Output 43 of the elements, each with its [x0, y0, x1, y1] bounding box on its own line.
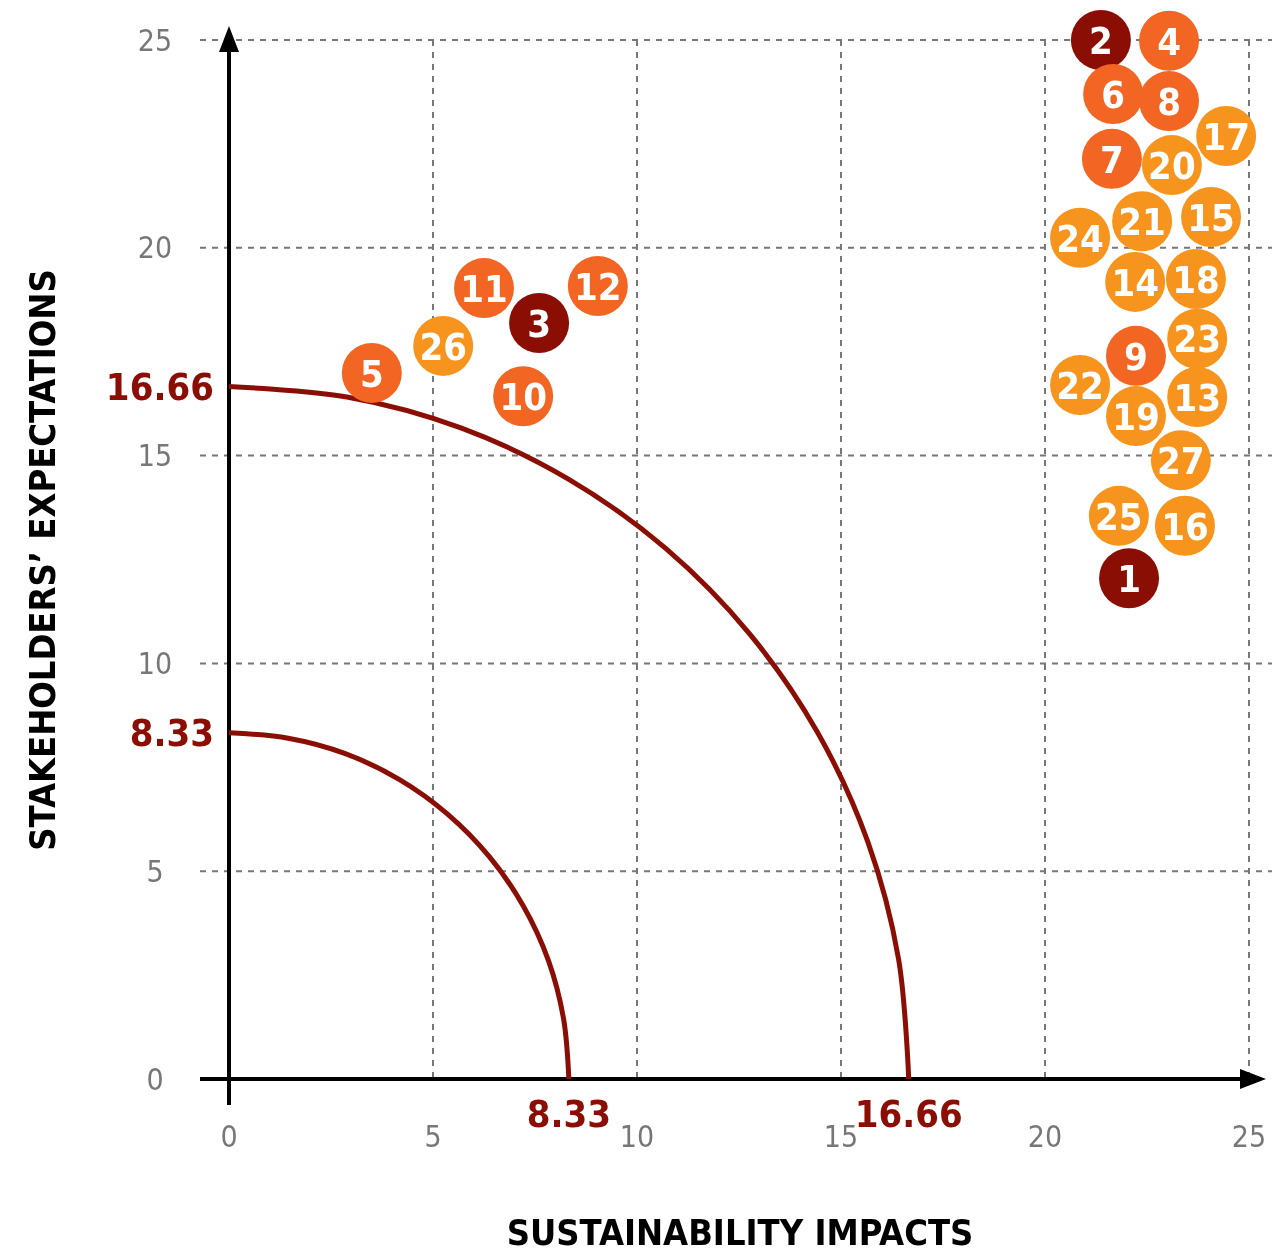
- annotation: 12: [574, 264, 622, 309]
- annotation: 8.33: [526, 1092, 612, 1136]
- annotation: 25: [1095, 494, 1143, 539]
- annotation: 10: [499, 374, 547, 419]
- annotation: 21: [1118, 199, 1166, 244]
- y-tick-label: 15: [137, 438, 173, 474]
- annotation: 11: [460, 266, 508, 311]
- annotation: 23: [1173, 317, 1221, 362]
- y-tick-label: 5: [146, 853, 164, 889]
- y-axis-title: STAKEHOLDERS’ EXPECTATIONS: [22, 269, 63, 851]
- annotation: 19: [1112, 394, 1160, 439]
- annotation: 1: [1117, 556, 1141, 601]
- x-tick-label: 25: [1231, 1119, 1267, 1154]
- annotation: 16.66: [105, 364, 214, 409]
- annotation: 22: [1056, 363, 1104, 408]
- x-tick-label: 5: [424, 1119, 442, 1154]
- y-tick-label: 20: [137, 230, 173, 266]
- y-tick-label: 10: [137, 645, 173, 681]
- annotation: 14: [1111, 260, 1159, 305]
- annotation: 26: [419, 324, 467, 369]
- annotation: 18: [1172, 257, 1220, 302]
- annotation: 13: [1173, 375, 1221, 420]
- annotation: 16: [1161, 504, 1209, 549]
- y-tick-label: 25: [137, 22, 173, 58]
- annotation: 9: [1124, 334, 1148, 379]
- annotation: 8: [1157, 79, 1181, 124]
- annotation: 6: [1101, 72, 1126, 117]
- annotation: 4: [1157, 19, 1181, 64]
- x-tick-label: 0: [220, 1119, 238, 1154]
- annotation: 5: [359, 351, 384, 396]
- annotation: 17: [1202, 114, 1250, 159]
- y-tick-label: 0: [146, 1061, 164, 1097]
- annotation: 8.33: [129, 711, 214, 756]
- annotation: 27: [1157, 438, 1205, 483]
- annotation: 20: [1148, 143, 1196, 188]
- annotation: 7: [1100, 137, 1124, 182]
- x-tick-label: 20: [1027, 1119, 1063, 1154]
- annotation: 2: [1089, 18, 1113, 63]
- annotation: 3: [527, 301, 551, 346]
- x-axis-title: SUSTAINABILITY IMPACTS: [506, 1212, 974, 1253]
- annotation: 24: [1056, 216, 1104, 261]
- annotation: 15: [1187, 195, 1235, 240]
- x-tick-label: 10: [619, 1119, 655, 1154]
